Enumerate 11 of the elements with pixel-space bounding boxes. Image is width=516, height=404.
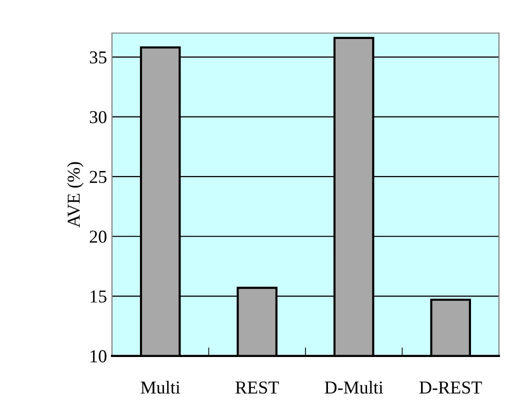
y-axis-title: AVE (%) [67, 162, 84, 228]
y-tick-label: 15 [90, 290, 106, 303]
y-tick-label: 30 [90, 111, 106, 124]
y-tick-label: 25 [90, 170, 106, 184]
y-tick-label: 10 [90, 350, 106, 362]
x-tick-label: REST [236, 381, 279, 394]
y-tick-label: 20 [90, 230, 106, 243]
x-tick-label: D-REST [420, 381, 482, 394]
x-tick-label: Multi [140, 380, 180, 394]
y-tick-label: 35 [90, 51, 106, 64]
x-tick-label: D-Multi [324, 380, 384, 394]
